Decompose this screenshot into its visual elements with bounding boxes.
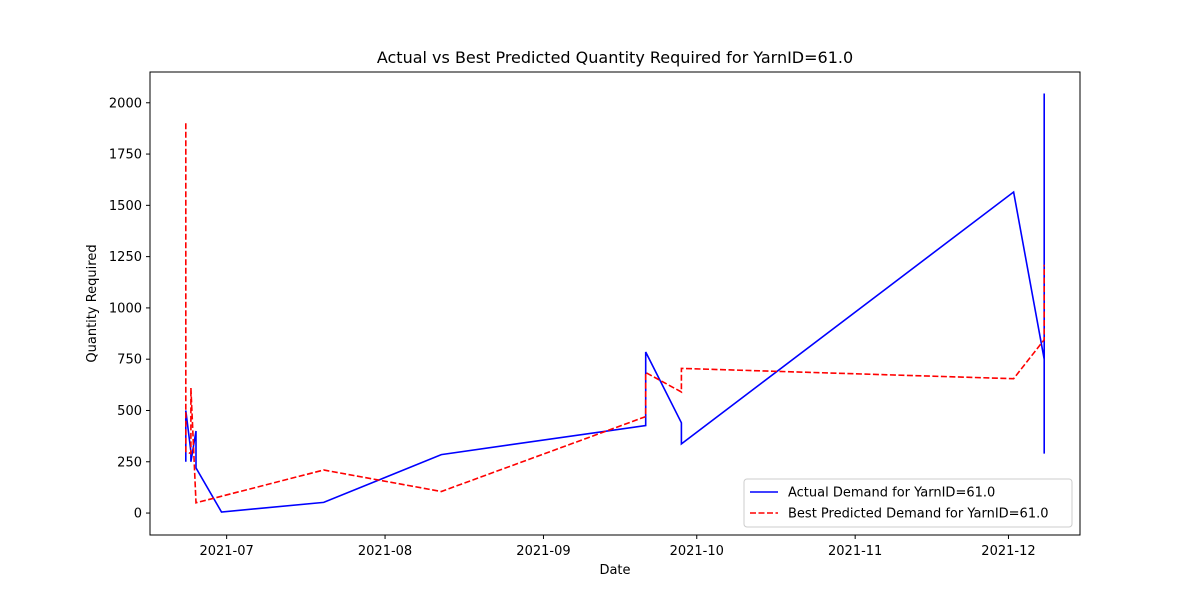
plot-frame bbox=[149, 71, 1081, 536]
x-tick-label: 2021-12 bbox=[981, 544, 1035, 559]
y-tick-label: 750 bbox=[117, 353, 142, 368]
x-tick-label: 2021-07 bbox=[199, 544, 253, 559]
x-tick-label: 2021-10 bbox=[670, 544, 724, 559]
y-tick-label: 1250 bbox=[109, 250, 142, 265]
chart-title: Actual vs Best Predicted Quantity Requir… bbox=[377, 48, 853, 67]
y-tick-label: 250 bbox=[117, 455, 142, 470]
y-tick-label: 1500 bbox=[109, 199, 142, 214]
x-axis-label: Date bbox=[599, 563, 630, 578]
y-tick-label: 2000 bbox=[109, 96, 142, 111]
x-tick-label: 2021-08 bbox=[358, 544, 412, 559]
legend-label: Actual Demand for YarnID=61.0 bbox=[788, 486, 995, 501]
legend-label: Best Predicted Demand for YarnID=61.0 bbox=[788, 507, 1049, 522]
series-layer bbox=[185, 93, 1045, 513]
x-tick-label: 2021-11 bbox=[828, 544, 882, 559]
series-line-predicted-demand bbox=[185, 123, 1045, 504]
series-line-actual-demand bbox=[185, 93, 1045, 513]
y-tick-label: 1000 bbox=[109, 301, 142, 316]
x-axis-ticks: 2021-07 2021-08 2021-09 2021-10 2021-11 2021-… bbox=[199, 535, 1036, 559]
x-tick-label: 2021-09 bbox=[516, 544, 570, 559]
legend: Actual Demand for YarnID=61.0 Best Predic… bbox=[743, 478, 1073, 528]
y-tick-label: 1750 bbox=[109, 148, 142, 163]
y-tick-label: 500 bbox=[117, 404, 142, 419]
y-tick-label: 0 bbox=[134, 507, 142, 522]
y-axis-label: Quantity Required bbox=[85, 244, 100, 362]
legend-box bbox=[743, 478, 1073, 528]
y-axis-ticks: 0 250 500 750 1000 1250 1500 1750 2000 bbox=[109, 96, 150, 522]
